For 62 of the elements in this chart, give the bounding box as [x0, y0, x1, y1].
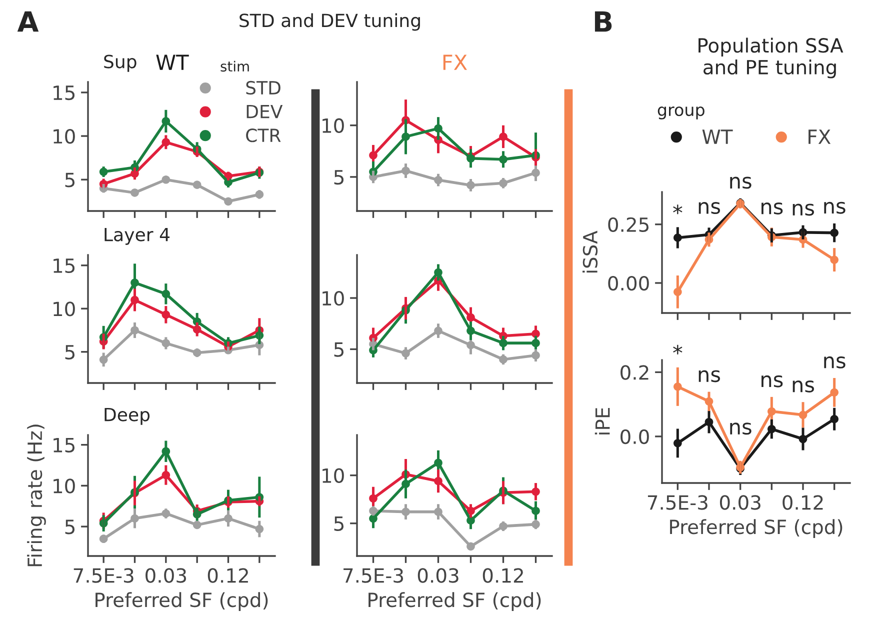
y-tick-label: 15 — [54, 258, 74, 274]
chart-title: Population SSA and PE tuning — [698, 38, 844, 78]
text: A — [17, 11, 39, 32]
y-tick-label: 5 — [65, 345, 74, 360]
x-tick-label: 0.03 — [146, 568, 186, 583]
legend-title: group — [658, 106, 704, 120]
annotation: ns — [698, 202, 720, 214]
y-tick-label: 0.00 — [608, 276, 649, 291]
y-tick-label: 5 — [65, 172, 74, 188]
x-tick-label: 7.5E-3 — [74, 568, 134, 583]
text: B — [594, 11, 612, 32]
chart-title: Deep — [104, 408, 150, 425]
y-tick-label: 10 — [54, 302, 75, 316]
y-tick-label: 5 — [334, 516, 344, 532]
annotation: ns — [792, 380, 814, 392]
y-tick-label: 0.0 — [620, 429, 649, 444]
y-axis-title: iSSA — [582, 230, 598, 273]
y-tick-label: 5 — [65, 520, 74, 534]
y-tick-label: 0.2 — [620, 365, 648, 380]
annotation: ns — [698, 370, 720, 382]
annotation: ns — [762, 375, 783, 388]
y-tick-label: 10 — [322, 468, 344, 483]
legend-label: FX — [808, 130, 831, 144]
annotation: ns — [762, 202, 783, 214]
x-tick-label: 7.5E-3 — [648, 495, 708, 510]
annotation: ns — [792, 204, 814, 216]
annotation: ns — [730, 422, 752, 435]
text: ns — [730, 176, 752, 189]
annotation: ns — [824, 202, 846, 214]
chart-subtitle: FX — [443, 54, 467, 70]
y-tick-label: 15 — [54, 438, 74, 452]
chart-title: Layer 4 — [104, 228, 170, 245]
x-axis-title: Preferred SF (cpd) — [96, 592, 268, 611]
text: STD and DEV tuning — [240, 13, 420, 31]
legend-label: DEV — [246, 104, 283, 118]
y-tick-label: 10 — [54, 478, 75, 494]
y-tick-label: 10 — [54, 128, 75, 144]
annotation: ns — [824, 356, 846, 368]
y-tick-label: 10 — [322, 118, 344, 134]
y-axis-title: Firing rate (Hz) — [27, 424, 46, 566]
legend-label: WT — [702, 130, 733, 144]
legend-label: STD — [246, 80, 280, 95]
chart-title: Sup — [104, 54, 136, 72]
x-tick-label: 0.12 — [782, 495, 823, 510]
x-tick-label: 0.03 — [720, 495, 760, 510]
x-axis-title: Preferred SF (cpd) — [368, 592, 541, 611]
y-axis-title: iPE — [594, 408, 610, 434]
y-tick-label: 5 — [334, 342, 344, 357]
x-tick-label: 0.12 — [482, 568, 523, 583]
y-tick-label: 10 — [322, 290, 344, 306]
x-axis-title: Preferred SF (cpd) — [670, 519, 842, 538]
y-tick-label: 0.25 — [608, 217, 648, 232]
annotation: * — [673, 204, 682, 214]
legend-label: CTR — [246, 128, 281, 142]
x-tick-label: 0.03 — [418, 568, 458, 583]
legend-title: stim — [220, 60, 249, 72]
y-tick-label: 15 — [54, 86, 74, 100]
x-tick-label: 7.5E-3 — [344, 568, 403, 583]
y-tick-label: 5 — [334, 170, 344, 185]
x-tick-label: 0.12 — [208, 568, 248, 583]
text: * — [673, 344, 682, 354]
chart-subtitle: WT — [156, 54, 189, 70]
